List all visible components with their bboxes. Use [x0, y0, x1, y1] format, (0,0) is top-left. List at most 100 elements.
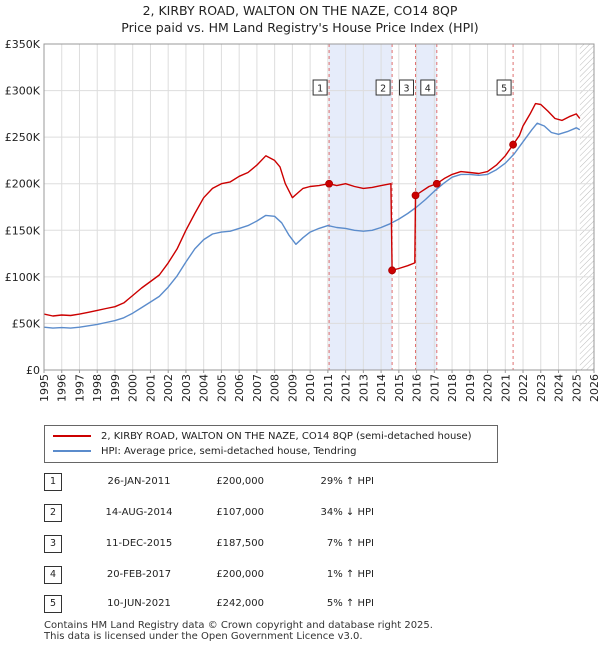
y-tick-label: £300K: [5, 85, 41, 98]
x-tick-label: 2024: [553, 374, 566, 402]
sale-date: 10-JUN-2021: [107, 598, 171, 609]
sale-label-number: 4: [425, 84, 431, 95]
sale-label-number: 2: [380, 84, 386, 95]
x-tick-label: 2023: [535, 374, 548, 402]
x-tick-label: 2019: [464, 374, 477, 402]
x-tick-label: 2015: [393, 374, 406, 402]
sale-date: 11-DEC-2015: [105, 538, 173, 549]
x-tick-label: 1996: [56, 374, 69, 402]
x-tick-label: 2006: [233, 374, 246, 402]
x-tick-label: 2005: [215, 374, 228, 402]
y-tick-label: £50K: [12, 317, 41, 330]
x-tick-label: 2016: [411, 374, 424, 402]
table-row: 3 11-DEC-2015 £187,500 7% ↑ HPI: [44, 534, 464, 554]
sale-label-number: 1: [317, 84, 323, 95]
x-tick-label: 2026: [588, 374, 600, 402]
sale-hpi-comparison: 29% ↑ HPI: [320, 476, 374, 487]
sale-point: [432, 179, 441, 188]
plot-background: [44, 44, 594, 370]
x-tick-label: 2021: [499, 374, 512, 402]
sale-point: [325, 179, 334, 188]
forecast-hatch-region: [579, 44, 594, 370]
sale-label-box: [496, 79, 512, 96]
chart-legend: 2, KIRBY ROAD, WALTON ON THE NAZE, CO14 …: [44, 425, 498, 463]
plot-frame: [43, 43, 595, 371]
sale-hpi-comparison: 5% ↑ HPI: [326, 598, 374, 609]
sale-interval-band: [329, 44, 393, 370]
y-tick-label: £0: [26, 364, 40, 377]
legend-item-hpi: HPI: Average price, semi-detached house,…: [53, 444, 356, 460]
x-tick-label: 2002: [162, 374, 175, 402]
sale-hpi-comparison: 34% ↓ HPI: [320, 507, 374, 518]
y-tick-label: £250K: [5, 131, 41, 144]
y-tick-label: £350K: [5, 38, 41, 51]
x-tick-label: 2013: [357, 374, 370, 402]
x-tick-label: 2018: [446, 374, 459, 402]
sale-price: £200,000: [216, 476, 264, 487]
x-tick-label: 2000: [127, 374, 140, 402]
hpi-line: [43, 122, 581, 329]
y-tick-label: £100K: [5, 271, 41, 284]
table-row: 4 20-FEB-2017 £200,000 1% ↑ HPI: [44, 565, 464, 585]
legend-property-label: 2, KIRBY ROAD, WALTON ON THE NAZE, CO14 …: [101, 431, 472, 442]
x-tick-label: 2001: [144, 374, 157, 402]
x-tick-label: 2012: [340, 374, 353, 402]
x-tick-label: 2022: [517, 374, 530, 402]
y-tick-label: £200K: [5, 178, 41, 191]
table-row: 5 10-JUN-2021 £242,000 5% ↑ HPI: [44, 594, 464, 614]
legend-hpi-swatch: [53, 450, 91, 452]
legend-property-swatch: [53, 435, 91, 437]
title-subtitle: Price paid vs. HM Land Registry's House …: [121, 20, 479, 35]
x-tick-label: 1995: [38, 374, 51, 402]
legend-hpi-label: HPI: Average price, semi-detached house,…: [101, 446, 357, 457]
sale-label-box: [312, 79, 328, 96]
x-tick-label: 2010: [304, 374, 317, 402]
sale-point: [509, 140, 517, 149]
footer-copyright: Contains HM Land Registry data © Crown c…: [44, 620, 433, 631]
sale-price: £242,000: [216, 598, 264, 609]
table-row: 2 14-AUG-2014 £107,000 34% ↓ HPI: [44, 503, 464, 523]
x-tick-label: 2020: [482, 374, 495, 402]
sale-number-badge: 3: [44, 535, 62, 553]
x-tick-label: 2009: [286, 374, 299, 402]
sale-price: £107,000: [216, 507, 264, 518]
sale-label-box: [375, 79, 391, 96]
sale-interval-band: [415, 44, 437, 370]
table-row: 1 26-JAN-2011 £200,000 29% ↑ HPI: [44, 472, 464, 492]
x-tick-label: 1999: [109, 374, 122, 402]
x-tick-label: 2004: [198, 374, 211, 402]
legend-item-property: 2, KIRBY ROAD, WALTON ON THE NAZE, CO14 …: [53, 429, 472, 445]
chart-title: 2, KIRBY ROAD, WALTON ON THE NAZE, CO14 …: [0, 2, 600, 36]
sale-number-badge: 2: [44, 504, 62, 522]
x-tick-label: 2011: [322, 374, 335, 402]
sale-number-badge: 5: [44, 595, 62, 613]
sale-price: £200,000: [216, 569, 264, 580]
x-tick-label: 2007: [251, 374, 264, 402]
property-price-line: [43, 102, 581, 317]
sale-hpi-comparison: 1% ↑ HPI: [326, 569, 374, 580]
sale-hpi-comparison: 7% ↑ HPI: [326, 538, 374, 549]
x-tick-label: 2008: [269, 374, 282, 402]
footer-credits: Contains HM Land Registry data © Crown c…: [44, 620, 433, 642]
price-chart: 1 2 3 4 5 £0 £50K £100K £150K £200K £250K £300K £35…: [5, 38, 600, 402]
sale-number-badge: 1: [44, 473, 62, 491]
sale-point: [388, 266, 396, 275]
sale-date: 20-FEB-2017: [106, 569, 172, 580]
x-tick-label: 1997: [73, 374, 86, 402]
sale-price: £187,500: [216, 538, 264, 549]
footer-licence: This data is licensed under the Open Gov…: [44, 631, 363, 642]
sale-number-badge: 4: [44, 566, 62, 584]
sale-label-number: 5: [501, 84, 507, 95]
sale-label-box: [420, 79, 436, 96]
x-tick-label: 2003: [180, 374, 193, 402]
sale-label-number: 3: [403, 84, 409, 95]
sale-date: 26-JAN-2011: [107, 476, 171, 487]
sale-point: [411, 191, 420, 200]
sale-label-box: [399, 79, 415, 96]
x-tick-label: 2014: [375, 374, 388, 402]
x-tick-label: 2025: [570, 374, 583, 402]
title-address: 2, KIRBY ROAD, WALTON ON THE NAZE, CO14 …: [142, 3, 458, 18]
sale-date: 14-AUG-2014: [105, 507, 173, 518]
y-tick-label: £150K: [5, 224, 41, 237]
x-tick-label: 1998: [91, 374, 104, 402]
